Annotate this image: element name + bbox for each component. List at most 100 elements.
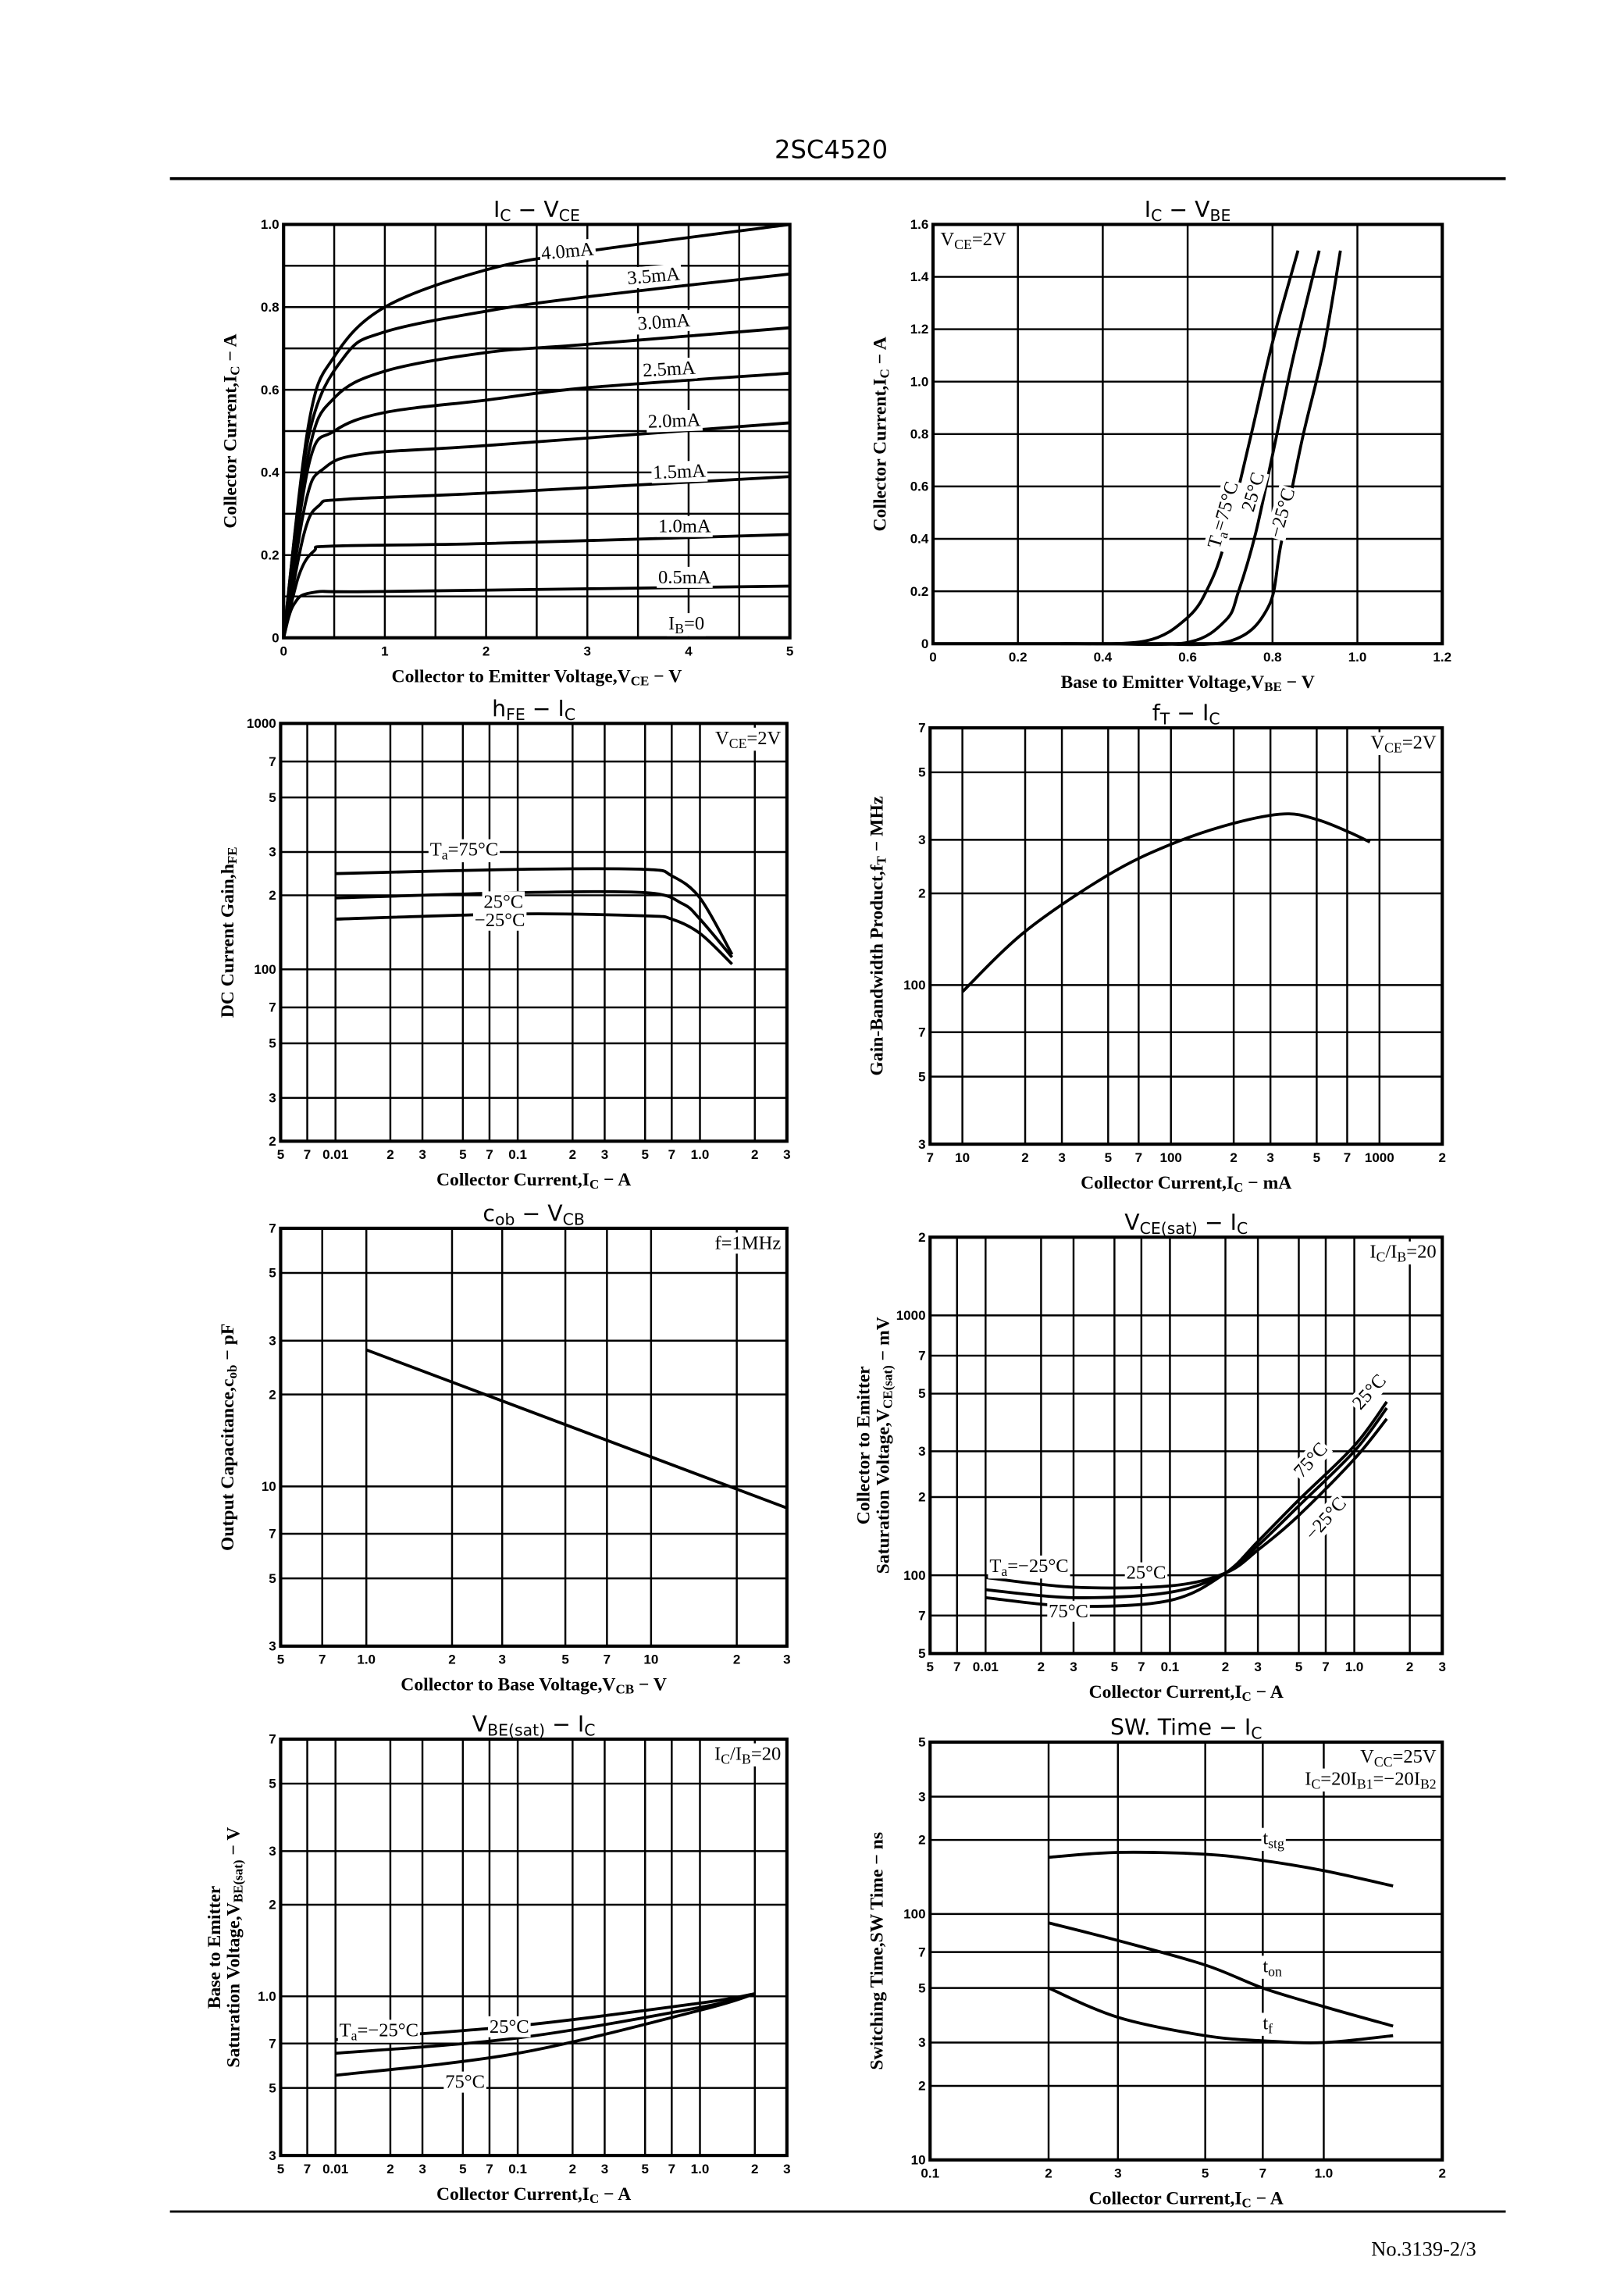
x-axis-label: Base to Emitter Voltage,VBE − V — [1060, 672, 1314, 694]
y-tick-label: 3 — [918, 1137, 925, 1152]
curve-label: 75°C — [1049, 1601, 1088, 1622]
x-tick-label: 0 — [929, 650, 936, 665]
curve-label: 4.0mA — [540, 239, 595, 265]
x-tick-label: 0.6 — [1178, 650, 1197, 665]
y-tick-label: 10 — [262, 1479, 276, 1494]
x-tick-label: 7 — [668, 2162, 675, 2176]
chart-7: 5 7 0.01 2 3 5 7 0.1 2 3 5 7 1.0 2 33571.02357VBE(sat)… — [205, 1712, 791, 2207]
y-tick-label: 0.8 — [910, 426, 929, 441]
x-tick-label: 2 — [1438, 1150, 1445, 1165]
chart-4: 7 10 2 3 5 7 100 2 3 5 7 1000 2 3 5 7 100 2 3 5 7 fT − IC Coll… — [867, 701, 1446, 1196]
x-tick-label: 3 — [1058, 1150, 1065, 1165]
curve-label-background — [488, 2016, 531, 2037]
chart-3: 5 7 0.01 2 3 5 7 0.1 2 3 5 7 1.0 2 3 2 3 5 7 100 2 3 5 7 1000 hFE… — [218, 696, 791, 1192]
y-tick-label: 7 — [918, 1608, 925, 1623]
part-number-header: 2SC4520 — [775, 134, 888, 164]
curve-label: 1.5mA — [653, 461, 707, 483]
test-condition-label: VCC=25V — [1360, 1746, 1437, 1769]
plot-frame — [279, 722, 789, 1143]
x-tick-label: 7 — [304, 1147, 311, 1162]
series-line-4 — [282, 372, 790, 638]
x-tick-label: 2 — [1438, 2166, 1445, 2180]
curve-label-background — [657, 566, 713, 588]
x-tick-label: 100 — [1160, 1150, 1182, 1165]
x-tick-label: 2 — [386, 2162, 394, 2176]
y-tick-label: 1.0 — [258, 1989, 276, 2004]
x-tick-label: 1.2 — [1433, 650, 1451, 665]
x-tick-label: 7 — [604, 1652, 611, 1667]
x-tick-label: 1.0 — [691, 2162, 710, 2176]
series-line-6 — [282, 475, 790, 639]
chart-2: 0 0.2 0.4 0.6 0.8 1.0 1.2 0 0.2 0.4 0.6 0.8 1.0 1.2 1.… — [871, 197, 1452, 694]
y-tick-label: 1.4 — [910, 269, 929, 284]
x-tick-label: 2 — [569, 1147, 576, 1162]
curve-label: 25°C — [483, 891, 523, 912]
x-tick-label: 7 — [319, 1652, 326, 1667]
y-axis-label: Switching Time,SW Time − ns — [867, 1832, 888, 2070]
y-tick-label: 3 — [918, 1444, 925, 1459]
series-line-3 — [1145, 250, 1342, 647]
curve-label: 2.0mA — [647, 409, 701, 432]
curve-label: −25°C — [475, 910, 525, 931]
y-tick-label: 5 — [918, 1734, 925, 1749]
y-tick-label: 0 — [921, 636, 928, 651]
series-line-3 — [335, 912, 733, 965]
series-line-1 — [1048, 1850, 1394, 1888]
x-tick-label: 7 — [953, 1659, 960, 1674]
y-tick-label: 2 — [269, 1134, 276, 1149]
y-tick-label: 7 — [269, 2036, 276, 2051]
x-tick-label: 1.0 — [1345, 1659, 1364, 1674]
y-tick-label: 0 — [272, 630, 279, 645]
y-tick-label: 7 — [269, 1221, 276, 1236]
x-tick-label: 7 — [486, 2162, 493, 2176]
x-axis-label: Collector Current,IC − A — [1089, 1682, 1284, 1704]
y-tick-label: 2 — [918, 2079, 925, 2094]
test-condition-background — [1367, 732, 1438, 755]
curve-label-background — [539, 238, 597, 265]
x-tick-label: 0.01 — [322, 2162, 348, 2176]
series-line-3 — [335, 1992, 756, 2077]
x-tick-label: 3 — [584, 643, 591, 658]
x-tick-label: 0.01 — [322, 1147, 348, 1162]
x-tick-label: 2 — [569, 2162, 576, 2176]
x-tick-label: 5 — [459, 1147, 466, 1162]
x-tick-label: 5 — [277, 1652, 284, 1667]
document-number-footer: No.3139-2/3 — [1371, 2237, 1476, 2261]
chart-title: cob − VCB — [483, 1200, 584, 1228]
x-tick-label: 3 — [783, 1652, 790, 1667]
y-tick-label: 0.8 — [261, 300, 280, 315]
test-condition-background — [711, 1232, 783, 1254]
x-tick-label: 3 — [601, 1147, 608, 1162]
plot-frame — [928, 725, 1444, 1146]
x-tick-label: 5 — [1295, 1659, 1302, 1674]
curve-label-background — [1288, 1437, 1334, 1484]
y-tick-label: 5 — [269, 1571, 276, 1586]
x-tick-label: 2 — [483, 643, 490, 658]
chart-title: SW. Time − IC — [1110, 1714, 1263, 1742]
curve-label-background — [443, 2071, 486, 2093]
x-tick-label: 5 — [1313, 1150, 1320, 1165]
curve-label: tf — [1263, 2012, 1273, 2036]
curve-label-background — [428, 839, 500, 863]
x-tick-label: 5 — [1111, 1659, 1118, 1674]
x-axis-label: Collector Current,IC − A — [436, 1170, 631, 1192]
y-tick-label: 0.2 — [261, 547, 280, 562]
x-tick-label: 2 — [751, 1147, 758, 1162]
x-tick-label: 2 — [1021, 1150, 1028, 1165]
chart-title: IC − VCE — [493, 197, 580, 225]
y-tick-label: 1.0 — [910, 374, 929, 389]
curve-label-background — [988, 1555, 1070, 1579]
y-tick-label: 2 — [918, 1833, 925, 1848]
test-condition-background — [1302, 1768, 1438, 1792]
x-tick-label: 0 — [280, 643, 287, 658]
x-tick-label: 1.0 — [1315, 2166, 1334, 2180]
y-axis-label: Saturation Voltage,VCE(sat) − mV — [873, 1317, 895, 1574]
y-tick-label: 5 — [269, 2080, 276, 2095]
x-tick-label: 5 — [642, 1147, 649, 1162]
curve-label-background — [640, 357, 698, 382]
x-tick-label: 0.1 — [1161, 1659, 1180, 1674]
plot-frame — [282, 223, 792, 640]
series-line-3 — [1048, 1986, 1394, 2044]
x-tick-label: 3 — [418, 2162, 426, 2176]
curve-label-background — [1124, 1562, 1168, 1584]
